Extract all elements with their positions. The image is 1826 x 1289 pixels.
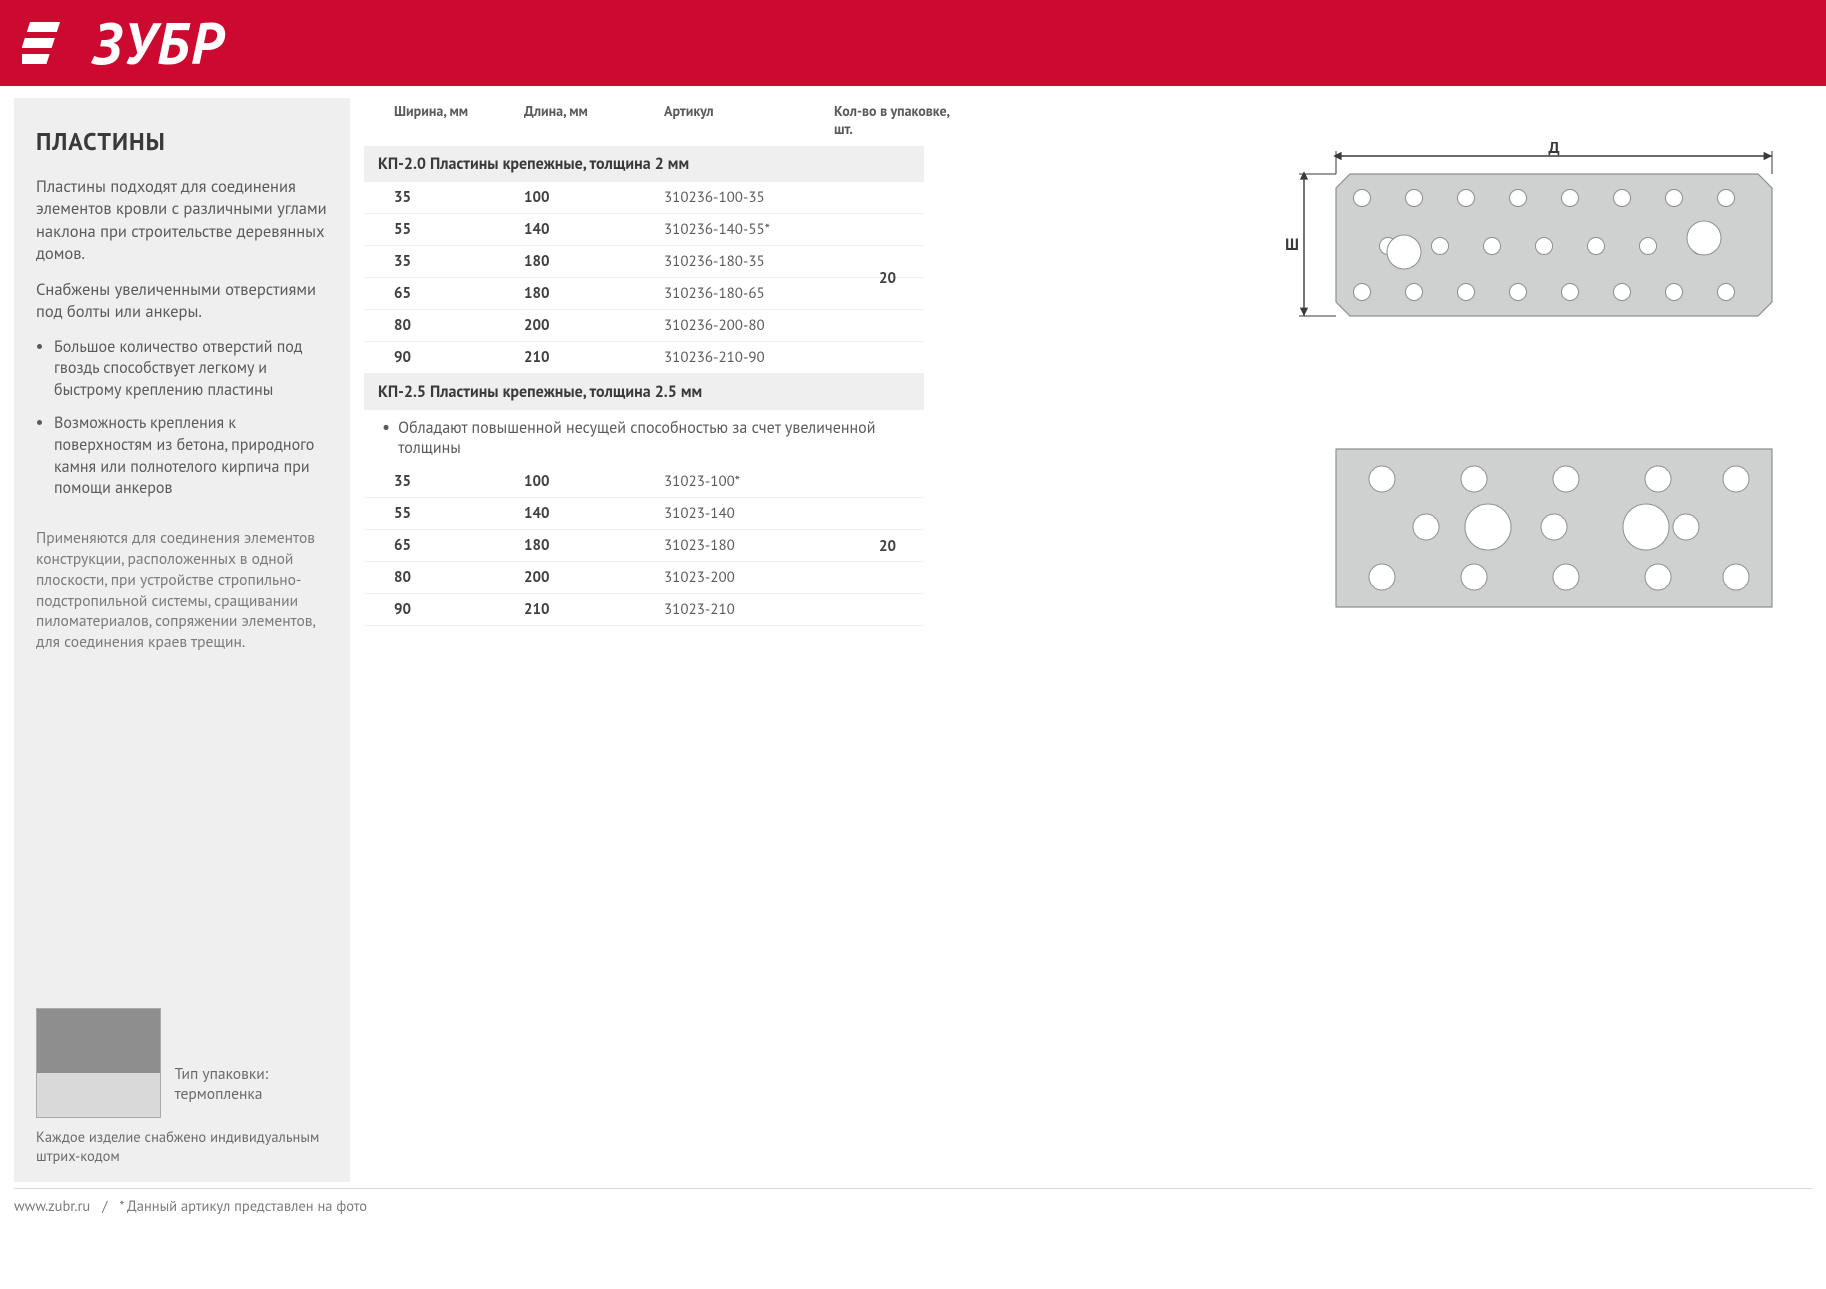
- cell-length: 180: [524, 536, 664, 555]
- cell-length: 210: [524, 348, 664, 367]
- cell-length: 100: [524, 472, 664, 491]
- cell-width: 90: [394, 348, 524, 367]
- cell-sku: 310236-200-80: [664, 316, 834, 335]
- sub-text: Снабжены увеличенными отверстиями под бо…: [36, 278, 328, 323]
- table-row: 90210310236-210-90: [364, 342, 924, 374]
- col-length: Длина, мм: [524, 102, 664, 138]
- plate-diagram-1: ДШ: [1276, 142, 1796, 357]
- cell-length: 180: [524, 252, 664, 271]
- cell-sku: 310236-180-35: [664, 252, 834, 271]
- barcode-note: Каждое изделие снабжено индивидуальным ш…: [36, 1128, 328, 1166]
- footer-site: www.zubr.ru: [14, 1197, 90, 1216]
- svg-text:Д: Д: [1548, 142, 1559, 158]
- cell-width: 35: [394, 472, 524, 491]
- table-row: 80200310236-200-80: [364, 310, 924, 342]
- cell-sku: 31023-180: [664, 536, 834, 555]
- brand-mark-icon: [22, 16, 76, 70]
- table-row: 3510031023-100*: [364, 466, 924, 498]
- cell-length: 210: [524, 600, 664, 619]
- page-title: ПЛАСТИНЫ: [36, 126, 328, 157]
- cell-width: 65: [394, 536, 524, 555]
- feature-list: Большое количество отверстий под гвоздь …: [36, 337, 328, 512]
- cell-length: 200: [524, 568, 664, 587]
- cell-sku: 310236-210-90: [664, 348, 834, 367]
- cell-sku: 31023-200: [664, 568, 834, 587]
- table-row: 55140310236-140-55*: [364, 214, 924, 246]
- cell-sku: 310236-140-55*: [664, 220, 834, 239]
- qty-value: 20: [879, 182, 896, 374]
- package-image: [36, 1008, 161, 1118]
- cell-sku: 31023-210: [664, 600, 834, 619]
- sections-container: КП-2.0 Пластины крепежные, толщина 2 мм3…: [364, 146, 924, 626]
- section-note: •Обладают повышенной несущей способность…: [364, 410, 924, 466]
- cell-length: 100: [524, 188, 664, 207]
- cell-width: 35: [394, 188, 524, 207]
- table-row: 35100310236-100-35: [364, 182, 924, 214]
- col-qty: Кол-во в упаковке, шт.: [834, 102, 954, 138]
- cell-sku: 31023-100*: [664, 472, 834, 491]
- brand-logo: ЗУБР: [22, 6, 225, 81]
- plate-diagram-2: [1276, 427, 1796, 632]
- feature-item: Возможность крепления к поверхностям из …: [54, 413, 328, 499]
- table-row: 35180310236-180-35: [364, 246, 924, 278]
- diagram-area: ДШ: [938, 98, 1812, 1182]
- col-sku: Артикул: [664, 102, 834, 138]
- table-row: 9021031023-210: [364, 594, 924, 626]
- cell-length: 180: [524, 284, 664, 303]
- package-block: Тип упаковки: термопленка Каждое изделие…: [36, 1008, 328, 1166]
- section-rows: 3510031023-100*5514031023-1406518031023-…: [364, 466, 924, 626]
- intro-text: Пластины подходят для соединения элемент…: [36, 175, 328, 264]
- cell-sku: 310236-100-35: [664, 188, 834, 207]
- section-header: КП-2.5 Пластины крепежные, толщина 2.5 м…: [364, 374, 924, 410]
- brand-name: ЗУБР: [92, 6, 225, 81]
- cell-sku: 310236-180-65: [664, 284, 834, 303]
- table-row: 65180310236-180-65: [364, 278, 924, 310]
- footer-sep: /: [102, 1197, 107, 1216]
- cell-width: 80: [394, 568, 524, 587]
- cell-length: 140: [524, 504, 664, 523]
- cell-width: 55: [394, 504, 524, 523]
- cell-sku: 31023-140: [664, 504, 834, 523]
- feature-item: Большое количество отверстий под гвоздь …: [54, 337, 328, 402]
- cell-width: 35: [394, 252, 524, 271]
- application-text: Применяются для соединения элементов кон…: [36, 528, 328, 654]
- col-width: Ширина, мм: [394, 102, 524, 138]
- table-row: 8020031023-200: [364, 562, 924, 594]
- cell-width: 65: [394, 284, 524, 303]
- cell-length: 140: [524, 220, 664, 239]
- svg-text:Ш: Ш: [1285, 235, 1299, 255]
- page-footer: www.zubr.ru / * Данный артикул представл…: [14, 1188, 1812, 1230]
- table-row: 5514031023-140: [364, 498, 924, 530]
- cell-width: 55: [394, 220, 524, 239]
- cell-length: 200: [524, 316, 664, 335]
- section-rows: 35100310236-100-3555140310236-140-55*351…: [364, 182, 924, 374]
- table-row: 6518031023-180: [364, 530, 924, 562]
- cell-width: 90: [394, 600, 524, 619]
- cell-width: 80: [394, 316, 524, 335]
- qty-value: 20: [879, 466, 896, 626]
- brand-header: ЗУБР: [0, 0, 1826, 86]
- footer-note: * Данный артикул представлен на фото: [119, 1197, 367, 1216]
- package-label: Тип упаковки: термопленка: [175, 1064, 328, 1118]
- section-header: КП-2.0 Пластины крепежные, толщина 2 мм: [364, 146, 924, 182]
- column-headers: Ширина, мм Длина, мм Артикул Кол-во в уп…: [364, 98, 924, 146]
- spec-table-area: Ширина, мм Длина, мм Артикул Кол-во в уп…: [364, 98, 924, 1182]
- sidebar-panel: ПЛАСТИНЫ Пластины подходят для соединени…: [14, 98, 350, 1182]
